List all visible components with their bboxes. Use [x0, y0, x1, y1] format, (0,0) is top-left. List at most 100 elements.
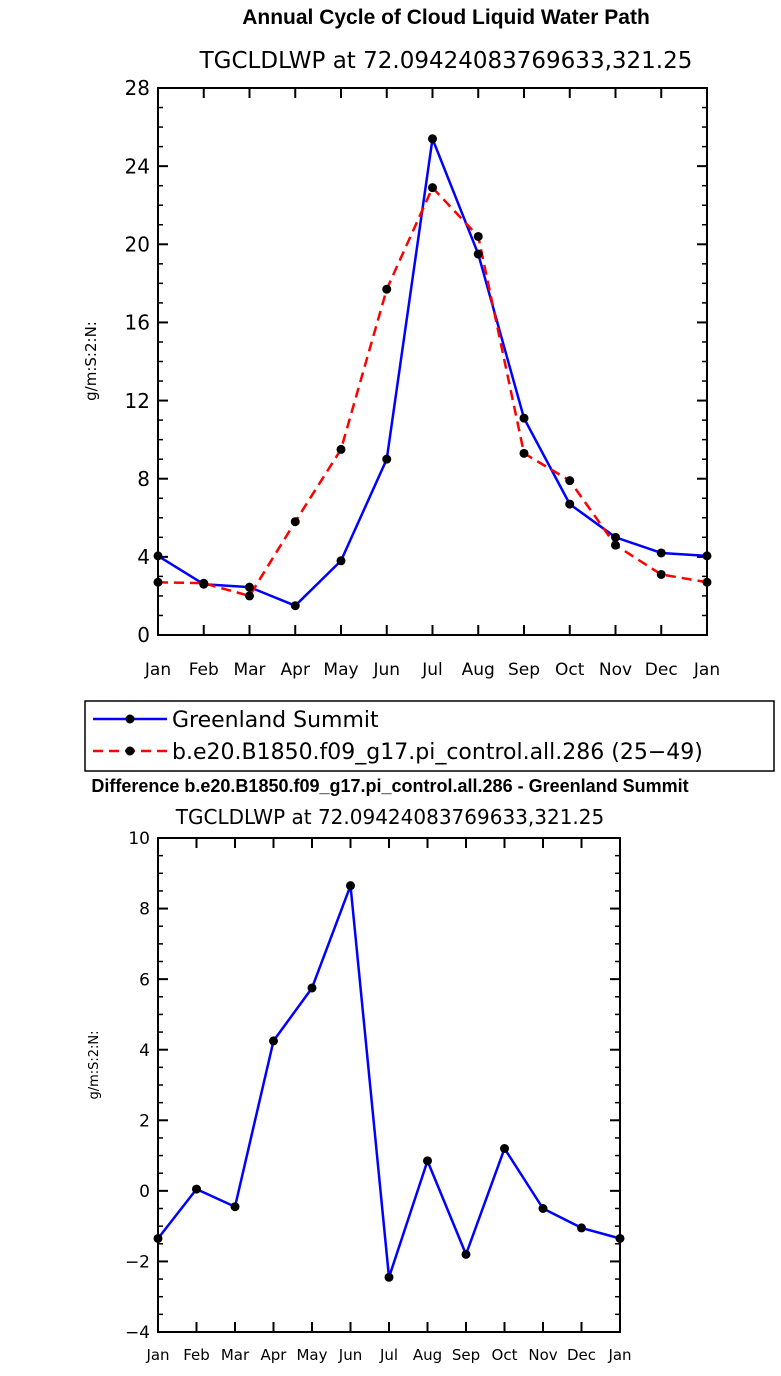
x-tick-label: Dec — [567, 1346, 596, 1364]
series-1-point — [307, 983, 317, 993]
y-tick-label: 8 — [139, 900, 150, 920]
x-tick-label: Jan — [145, 1346, 169, 1364]
chart1-title: Annual Cycle of Cloud Liquid Water Path — [242, 6, 650, 29]
series-1-point — [269, 1036, 278, 1046]
y-tick-label: 10 — [128, 829, 150, 849]
series-1-point — [336, 556, 346, 566]
x-tick-label: Aug — [462, 660, 495, 680]
chart2-plot-frame — [157, 837, 621, 1333]
series-1-point — [382, 454, 392, 464]
series-1-point — [565, 499, 575, 509]
x-tick-label: Nov — [599, 660, 632, 680]
series-2-point — [565, 476, 575, 486]
series-2-point — [702, 577, 712, 587]
legend-box — [84, 700, 775, 772]
chart2-subtitle: TGCLDLWP at 72.09424083769633,321.25 — [175, 805, 604, 829]
y-tick-label: 4 — [139, 1041, 150, 1061]
series-2-point — [519, 448, 529, 458]
y-tick-label: 0 — [137, 623, 150, 647]
y-tick-label: 16 — [125, 311, 150, 335]
x-tick-label: Jul — [421, 660, 443, 680]
y-tick-label: 24 — [125, 154, 150, 178]
x-tick-label: Oct — [492, 1346, 518, 1364]
y-tick-label: −2 — [125, 1253, 150, 1273]
x-tick-label: Aug — [413, 1346, 442, 1364]
legend-marker-model — [125, 746, 135, 756]
series-1-point — [423, 1156, 432, 1166]
legend-label-greenland-summit: Greenland Summit — [172, 708, 379, 733]
series-1-point — [519, 413, 529, 423]
chart1-y-axis-label: g/m:S:2:N: — [82, 321, 100, 401]
series-2-point — [245, 591, 254, 601]
series-2-point — [290, 517, 300, 527]
y-tick-label: 20 — [125, 232, 150, 256]
series-1-point — [538, 1204, 548, 1213]
x-tick-label: May — [323, 660, 358, 680]
series-1-point — [230, 1202, 240, 1212]
series-1-point — [428, 134, 437, 144]
x-tick-label: Feb — [183, 1346, 210, 1364]
y-tick-label: 8 — [137, 467, 150, 491]
series-1-point — [473, 249, 483, 259]
series-2-point — [656, 569, 666, 579]
chart1-plot-frame — [157, 87, 708, 636]
x-tick-label: Sep — [508, 660, 540, 680]
series-line-1 — [157, 137, 708, 607]
series-1-point — [192, 1184, 201, 1194]
series-1-point — [611, 532, 620, 542]
series-1-point — [384, 1272, 394, 1282]
y-tick-label: 12 — [125, 389, 150, 413]
x-tick-label: Jan — [693, 660, 720, 680]
x-tick-label: Sep — [452, 1346, 480, 1364]
series-1-point — [461, 1249, 471, 1259]
series-1-point — [656, 548, 666, 558]
chart2-title: Difference b.e20.B1850.f09_g17.pi_contro… — [91, 776, 688, 796]
x-tick-label: Dec — [645, 660, 678, 680]
annual-cycle-chart: Annual Cycle of Cloud Liquid Water Path … — [82, 6, 775, 772]
x-tick-label: Mar — [221, 1346, 250, 1364]
y-tick-label: 2 — [139, 1111, 150, 1131]
chart1-legend: Greenland Summit b.e20.B1850.f09_g17.pi_… — [84, 700, 775, 772]
series-2-point — [473, 231, 483, 241]
x-tick-label: Mar — [233, 660, 265, 680]
legend-label-model: b.e20.B1850.f09_g17.pi_control.all.286 (… — [172, 740, 703, 765]
series-2-point — [199, 578, 209, 588]
x-tick-label: Apr — [261, 1346, 288, 1364]
series-1-point — [500, 1144, 509, 1154]
x-tick-label: Oct — [555, 660, 585, 680]
x-tick-label: Jun — [338, 1346, 362, 1364]
chart2-y-axis-label: g/m:S:2:N: — [87, 1030, 102, 1099]
series-1-point — [245, 582, 254, 592]
series-1-point — [577, 1223, 586, 1233]
series-2-point — [336, 444, 346, 454]
series-2-point — [153, 577, 163, 587]
series-line-2 — [157, 186, 708, 598]
y-tick-label: −4 — [125, 1323, 150, 1343]
series-1-point — [346, 881, 355, 891]
series-1-point — [153, 1233, 163, 1243]
x-tick-label: Jul — [379, 1346, 398, 1364]
series-2-point — [382, 284, 392, 294]
y-tick-label: 28 — [125, 76, 150, 100]
series-1-point — [290, 601, 300, 611]
legend-marker-greenland-summit — [125, 714, 135, 724]
y-tick-label: 4 — [137, 545, 150, 569]
chart1-subtitle: TGCLDLWP at 72.09424083769633,321.25 — [199, 48, 693, 74]
series-1-point — [615, 1233, 625, 1243]
x-tick-label: Jan — [144, 660, 171, 680]
x-tick-label: May — [296, 1346, 327, 1364]
series-1-point — [153, 551, 163, 561]
x-tick-label: Nov — [528, 1346, 557, 1364]
y-tick-label: 0 — [139, 1182, 150, 1202]
x-tick-label: Jan — [607, 1346, 631, 1364]
x-tick-label: Jun — [372, 660, 400, 680]
x-tick-label: Feb — [189, 660, 219, 680]
series-line-1 — [157, 884, 621, 1279]
series-2-point — [428, 183, 437, 193]
series-2-point — [611, 540, 620, 550]
y-tick-label: 6 — [139, 970, 150, 990]
x-tick-label: Apr — [281, 660, 310, 680]
difference-chart: Difference b.e20.B1850.f09_g17.pi_contro… — [87, 776, 689, 1364]
series-1-point — [702, 551, 712, 561]
